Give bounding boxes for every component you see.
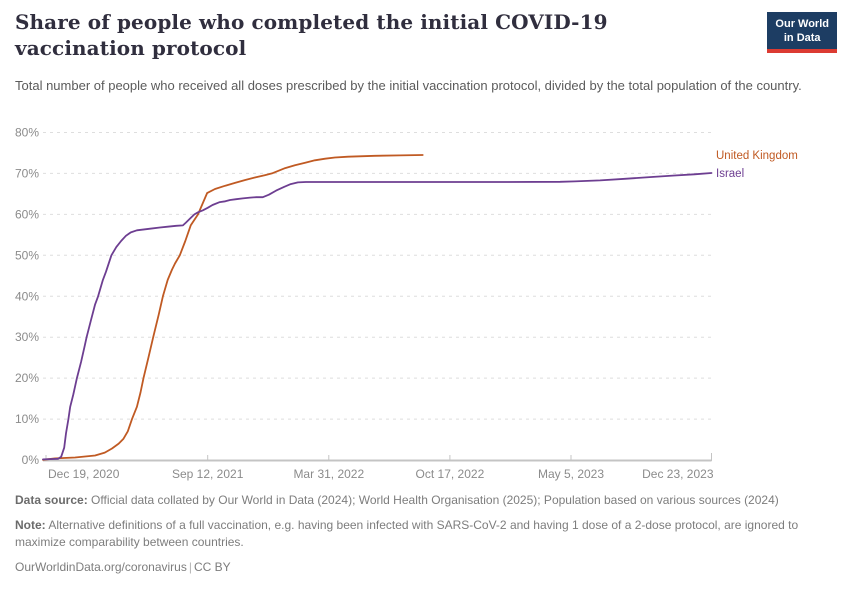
page-subtitle: Total number of people who received all … — [15, 78, 802, 93]
page-title: Share of people who completed the initia… — [15, 10, 608, 60]
series-line-united-kingdom[interactable] — [42, 154, 424, 461]
y-axis-label: 70% — [15, 166, 39, 180]
x-axis-label: Dec 19, 2020 — [48, 467, 120, 481]
y-axis-label: 30% — [15, 330, 39, 344]
citation-link[interactable]: OurWorldinData.org/coronavirus — [15, 560, 187, 574]
citation-separator: | — [188, 560, 192, 574]
series-label-united-kingdom[interactable]: United Kingdom — [716, 150, 798, 162]
owid-logo-line2: in Data — [783, 32, 821, 44]
datasource-label: Data source: — [15, 493, 88, 507]
y-axis-label: 60% — [15, 207, 39, 221]
footer-note: Note: Alternative definitions of a full … — [15, 517, 827, 551]
y-axis-label: 20% — [15, 371, 39, 385]
datasource-text: Official data collated by Our World in D… — [91, 493, 779, 507]
x-axis-label: Oct 17, 2022 — [416, 467, 485, 481]
license-label: CC BY — [193, 560, 231, 574]
x-axis-label: May 5, 2023 — [538, 467, 604, 481]
footer-datasource: Data source: Official data collated by O… — [15, 492, 827, 509]
y-axis-label: 50% — [15, 248, 39, 262]
x-axis-label: Sep 12, 2021 — [172, 467, 244, 481]
series-label-israel[interactable]: Israel — [716, 168, 744, 180]
y-axis-label: 80% — [15, 126, 39, 140]
y-axis-label: 10% — [15, 412, 39, 426]
y-axis-label: 40% — [15, 289, 39, 303]
note-label: Note: — [15, 518, 46, 532]
owid-logo[interactable]: Our World in Data — [767, 12, 837, 53]
footer-citation: OurWorldinData.org/coronavirus | CC BY — [15, 559, 827, 576]
x-axis-label: Mar 31, 2022 — [293, 467, 364, 481]
owid-logo-line1: Our World — [775, 18, 829, 30]
y-axis-label: 0% — [22, 453, 40, 467]
series-line-israel[interactable] — [42, 172, 713, 461]
x-axis-label: Dec 23, 2023 — [642, 467, 714, 481]
chart-footer: Data source: Official data collated by O… — [15, 492, 827, 584]
note-text: Alternative definitions of a full vaccin… — [15, 518, 799, 549]
